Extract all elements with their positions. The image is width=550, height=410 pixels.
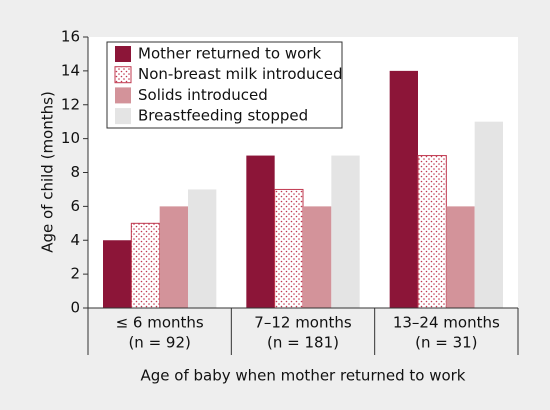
x-tick-label: (n = 31) xyxy=(415,334,477,352)
bar xyxy=(417,155,447,309)
x-tick-label: 7–12 months xyxy=(254,314,352,332)
x-axis-label: Age of baby when mother returned to work xyxy=(140,367,465,385)
y-tick-label: 10 xyxy=(61,129,80,147)
y-tick-label: 8 xyxy=(70,163,80,181)
x-tick-label: (n = 181) xyxy=(267,334,339,352)
x-tick-label: (n = 92) xyxy=(128,334,190,352)
legend-label: Mother returned to work xyxy=(138,45,321,63)
legend-label: Non-breast milk introduced xyxy=(138,65,343,83)
bar xyxy=(159,206,188,308)
legend-swatch xyxy=(115,108,131,125)
legend-swatch xyxy=(115,87,131,104)
bar xyxy=(331,155,360,308)
bar xyxy=(130,222,161,309)
bar xyxy=(303,206,332,308)
bar xyxy=(389,70,418,308)
y-tick-label: 16 xyxy=(61,28,80,46)
legend-box xyxy=(106,41,343,129)
bar xyxy=(446,206,475,308)
y-tick-label: 12 xyxy=(61,95,80,113)
y-tick-label: 2 xyxy=(70,265,80,283)
x-tick-label: 13–24 months xyxy=(393,314,500,332)
bar xyxy=(188,189,217,308)
bar xyxy=(103,240,132,308)
y-tick-label: 0 xyxy=(70,299,80,317)
y-tick-label: 4 xyxy=(70,231,80,249)
bar xyxy=(474,121,503,308)
legend-label: Solids introduced xyxy=(138,86,268,104)
bar xyxy=(274,188,304,309)
y-tick-label: 6 xyxy=(70,197,80,215)
bar xyxy=(246,155,275,308)
legend-swatch xyxy=(115,46,131,62)
x-tick-label: ≤ 6 months xyxy=(116,314,204,332)
legend-label: Breastfeeding stopped xyxy=(138,107,308,125)
y-tick-label: 14 xyxy=(61,61,80,79)
legend-swatch xyxy=(114,66,132,84)
y-axis-label: Age of child (months) xyxy=(39,91,57,253)
